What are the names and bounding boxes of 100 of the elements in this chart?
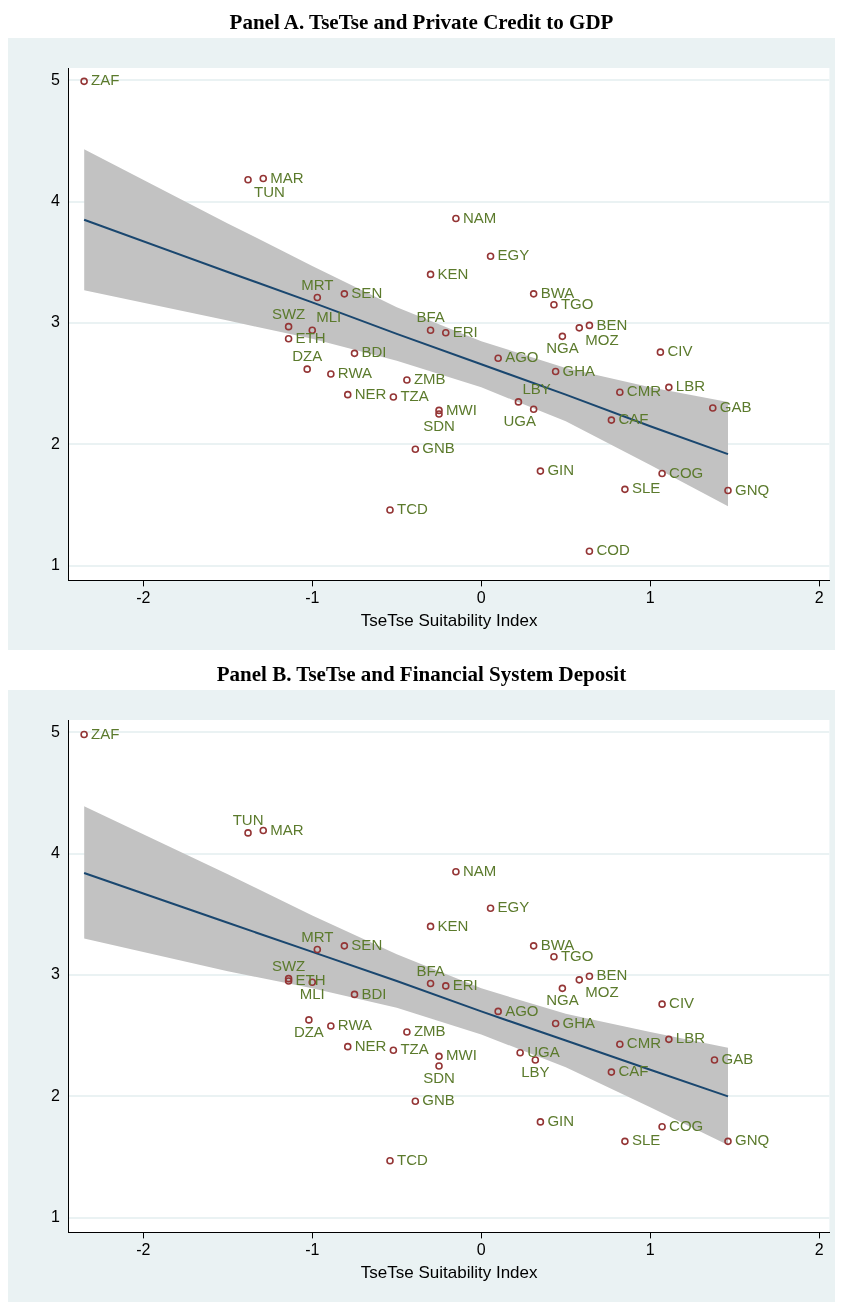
data-label: GHA: [562, 1013, 596, 1031]
data-label: LBR: [675, 1029, 706, 1047]
point: [426, 979, 435, 988]
point: [607, 416, 616, 424]
data-label: GHA: [562, 361, 596, 379]
data-label: BFA: [416, 961, 445, 979]
point: [551, 367, 560, 376]
data-label: SLE: [631, 479, 661, 497]
data-label: ERI: [452, 322, 478, 340]
data-label: SDN: [423, 417, 455, 435]
data-label: COG: [669, 463, 704, 481]
point: [536, 467, 545, 475]
data-label: SLE: [631, 1131, 661, 1149]
point: [621, 485, 629, 494]
point: [284, 974, 293, 983]
point: [386, 1156, 394, 1165]
point: [585, 547, 594, 556]
x-tick-label: 2: [814, 1241, 824, 1259]
point: [441, 982, 450, 990]
data-label: NGA: [546, 339, 579, 357]
point: [411, 445, 420, 454]
data-label: COD: [596, 541, 630, 559]
point: [340, 290, 349, 298]
point: [350, 349, 359, 358]
data-label: ZMB: [413, 370, 446, 388]
point: [244, 829, 252, 837]
point: [403, 376, 411, 384]
data-label: GNQ: [735, 480, 770, 498]
data-label: LBR: [675, 377, 706, 395]
data-label: CMR: [626, 382, 662, 400]
data-label: DZA: [292, 347, 323, 365]
data-label: CIV: [667, 342, 693, 360]
data-label: CMR: [626, 1034, 662, 1052]
point: [724, 1137, 732, 1146]
x-tick-label: 0: [476, 589, 486, 607]
data-label: DZA: [293, 1023, 324, 1041]
data-label: CAF: [618, 1062, 649, 1080]
point: [708, 404, 717, 412]
data-label: RWA: [337, 1016, 373, 1034]
data-label: LBY: [521, 1063, 550, 1081]
point: [389, 393, 398, 401]
x-tick-label: 1: [645, 589, 655, 607]
point: [284, 322, 293, 331]
point: [426, 270, 435, 279]
data-label: TUN: [232, 811, 264, 829]
point: [724, 486, 732, 495]
data-label: KEN: [437, 264, 469, 282]
data-label: SEN: [351, 935, 383, 953]
y-tick-label: 4: [50, 191, 60, 209]
x-axis-title: TseTse Suitability Index: [360, 611, 538, 631]
data-label: TZA: [400, 387, 429, 405]
data-label: GIN: [547, 1112, 575, 1130]
data-label: ZMB: [413, 1022, 446, 1040]
point: [284, 977, 293, 985]
point: [327, 370, 335, 378]
point: [575, 324, 584, 332]
y-tick-label: 3: [50, 965, 60, 983]
point: [494, 1007, 502, 1016]
y-tick-label: 2: [50, 434, 60, 452]
data-label: MAR: [270, 820, 304, 838]
data-label: NER: [354, 1036, 387, 1054]
data-label: BDI: [361, 984, 387, 1002]
y-tick-label: 2: [50, 1086, 60, 1104]
point: [558, 984, 567, 993]
point: [658, 469, 666, 478]
point: [435, 410, 443, 418]
data-label: SDN: [423, 1069, 455, 1087]
point: [575, 976, 584, 984]
data-label: MOZ: [585, 982, 619, 1000]
point: [621, 1137, 629, 1146]
data-label: BDI: [361, 343, 387, 361]
point: [529, 405, 538, 413]
data-label: MRT: [301, 927, 334, 945]
data-label: TZA: [400, 1040, 429, 1058]
x-tick-label: -2: [136, 1241, 151, 1259]
data-label: MOZ: [585, 330, 619, 348]
data-label: AGO: [505, 348, 539, 366]
point: [585, 321, 594, 330]
data-label: MWI: [446, 1046, 477, 1064]
point: [411, 1097, 420, 1106]
data-label: GNB: [422, 439, 455, 457]
data-label: BEN: [596, 966, 628, 984]
data-label: TCD: [397, 1150, 428, 1168]
point: [284, 334, 293, 343]
data-label: ETH: [295, 328, 326, 346]
data-label: EGY: [497, 246, 530, 264]
y-tick-label: 4: [50, 843, 60, 861]
data-label: BEN: [596, 315, 628, 333]
data-label: GAB: [719, 398, 752, 416]
point: [550, 300, 558, 309]
point: [516, 1048, 524, 1057]
point: [386, 506, 394, 514]
point: [343, 390, 352, 399]
point: [585, 972, 594, 980]
y-tick-label: 5: [50, 722, 60, 740]
point: [494, 354, 502, 362]
point: [486, 904, 495, 912]
point: [80, 730, 88, 739]
data-label: MLI: [316, 308, 342, 326]
point: [343, 1042, 352, 1051]
